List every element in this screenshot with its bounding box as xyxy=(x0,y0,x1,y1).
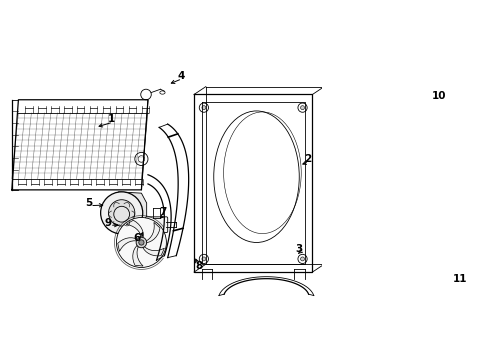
Text: 2: 2 xyxy=(304,154,312,164)
Text: 8: 8 xyxy=(195,261,202,270)
Polygon shape xyxy=(133,246,143,266)
Polygon shape xyxy=(147,222,160,243)
Text: 10: 10 xyxy=(432,91,446,101)
Circle shape xyxy=(136,237,147,248)
Polygon shape xyxy=(118,238,137,251)
Circle shape xyxy=(300,257,304,261)
FancyBboxPatch shape xyxy=(146,217,168,233)
Text: 4: 4 xyxy=(177,71,185,81)
Circle shape xyxy=(117,217,167,267)
Text: 1: 1 xyxy=(108,114,116,125)
Polygon shape xyxy=(119,192,147,234)
Circle shape xyxy=(202,106,206,110)
Text: 3: 3 xyxy=(295,244,303,254)
Text: 5: 5 xyxy=(85,198,93,208)
Circle shape xyxy=(139,240,144,245)
Circle shape xyxy=(202,257,206,261)
Text: 6: 6 xyxy=(133,233,141,243)
Text: 9: 9 xyxy=(105,218,112,228)
Circle shape xyxy=(120,211,123,215)
Circle shape xyxy=(114,206,129,222)
Text: 11: 11 xyxy=(453,274,467,284)
Polygon shape xyxy=(126,220,144,238)
Circle shape xyxy=(300,106,304,110)
Circle shape xyxy=(100,192,143,234)
Circle shape xyxy=(117,208,127,218)
Polygon shape xyxy=(143,247,164,256)
Text: 7: 7 xyxy=(159,207,167,217)
Circle shape xyxy=(108,200,135,226)
